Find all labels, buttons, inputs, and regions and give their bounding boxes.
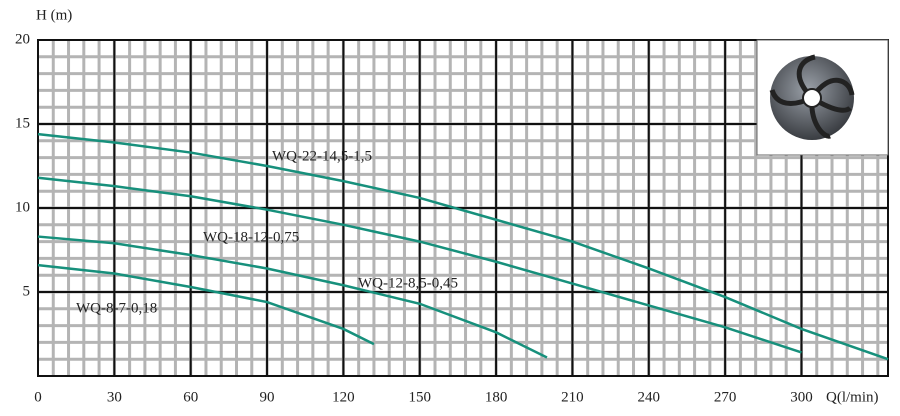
impeller-picture <box>756 39 889 156</box>
curve-label: WQ-22-14,5-1,5 <box>272 148 372 164</box>
x-tick-label: 90 <box>260 389 275 405</box>
y-tick-label: 10 <box>15 199 30 215</box>
y-tick-label: 15 <box>15 115 30 131</box>
curve-label: WQ-18-12-0,75 <box>203 229 299 245</box>
x-tick-label: 180 <box>485 389 508 405</box>
x-tick-label: 300 <box>790 389 813 405</box>
x-axis-label: Q(l/min) <box>826 389 879 405</box>
curve <box>37 132 889 361</box>
curve <box>37 263 375 346</box>
x-tick-label: 0 <box>34 389 42 405</box>
x-tick-label: 150 <box>408 389 431 405</box>
curve-label: WQ-8-7-0,18 <box>76 300 157 316</box>
plot-frame <box>37 39 889 377</box>
x-tick-label: 210 <box>561 389 584 405</box>
y-tick-label: 20 <box>15 31 30 47</box>
x-tick-label: 120 <box>332 389 355 405</box>
y-tick-label: 5 <box>23 283 31 299</box>
y-axis-label: H (m) <box>36 7 72 23</box>
x-tick-label: 60 <box>183 389 198 405</box>
curve <box>37 235 548 359</box>
x-tick-label: 240 <box>638 389 661 405</box>
x-tick-label: 30 <box>107 389 122 405</box>
curve <box>37 176 802 354</box>
x-tick-label: 270 <box>714 389 737 405</box>
curve-label: WQ-12-8,5-0,45 <box>358 275 458 291</box>
